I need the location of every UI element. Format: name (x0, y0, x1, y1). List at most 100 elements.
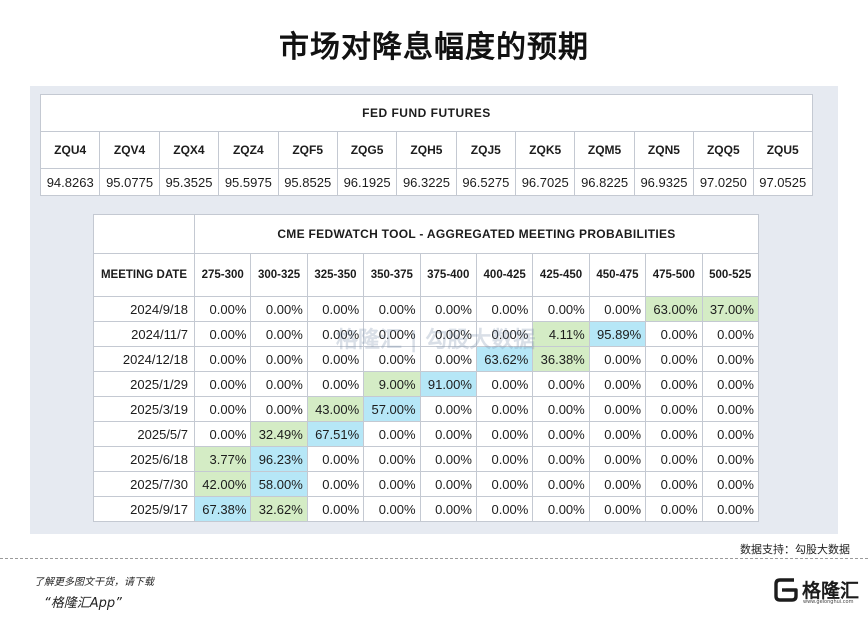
footer-download-text: 了解更多图文干货，请下载 (34, 577, 154, 588)
probability-cell: 37.00% (701, 296, 759, 322)
futures-contract-header: ZQU4 (39, 131, 101, 169)
meeting-date-cell: 2025/5/7 (93, 421, 195, 447)
probability-cell: 0.00% (306, 371, 365, 397)
probability-cell: 0.00% (588, 446, 647, 472)
probability-cell: 0.00% (306, 471, 365, 497)
futures-price-cell: 95.3525 (158, 168, 220, 196)
futures-price-cell: 96.7025 (514, 168, 576, 196)
futures-contract-header: ZQU5 (752, 131, 813, 169)
probability-cell: 0.00% (475, 396, 534, 422)
futures-contract-header: ZQG5 (336, 131, 398, 169)
futures-price-cell: 97.0250 (693, 168, 754, 196)
meeting-row: 2025/1/29 0.00% 0.00% 0.00% 9.00% 91.00% 0.00%… (93, 371, 759, 397)
meeting-date-cell: 2024/12/18 (93, 346, 195, 372)
futures-price-cell: 94.8263 (39, 168, 101, 196)
probability-cell: 0.00% (588, 346, 647, 372)
probability-cell: 0.00% (419, 296, 477, 322)
probability-cell: 0.00% (645, 496, 703, 522)
probability-cell: 0.00% (532, 496, 590, 522)
fedwatch-corner (93, 214, 195, 254)
futures-contract-header: ZQF5 (277, 131, 338, 169)
probability-cell: 4.11% (532, 321, 590, 347)
probability-cell: 0.00% (645, 321, 703, 347)
futures-contract-header: ZQJ5 (455, 131, 517, 169)
probability-cell: 0.00% (645, 371, 703, 397)
meeting-date-cell: 2025/3/19 (93, 396, 195, 422)
probability-cell: 0.00% (193, 421, 252, 447)
rate-range-header: 300-325 (250, 253, 308, 297)
probability-cell: 0.00% (363, 496, 421, 522)
futures-contract-header: ZQH5 (396, 131, 457, 169)
probability-cell: 0.00% (701, 321, 759, 347)
probability-cell: 0.00% (475, 371, 534, 397)
probability-cell: 0.00% (475, 446, 534, 472)
probability-cell: 0.00% (363, 446, 421, 472)
meeting-date-cell: 2025/6/18 (93, 446, 195, 472)
futures-contract-header: ZQQ5 (693, 131, 754, 169)
rate-range-header: 475-500 (645, 253, 703, 297)
gelonghui-logo[interactable]: 格隆汇 www.gelonghui.com (772, 574, 860, 608)
meeting-date-cell: 2024/11/7 (93, 321, 195, 347)
probability-cell: 32.49% (250, 421, 308, 447)
rate-range-header: 325-350 (306, 253, 365, 297)
probability-cell: 3.77% (193, 446, 252, 472)
probability-cell: 91.00% (419, 371, 477, 397)
futures-price-cell: 95.0775 (99, 168, 160, 196)
probability-cell: 0.00% (250, 396, 308, 422)
futures-price-row: 94.8263 95.0775 95.3525 95.5975 95.8525 96.19… (39, 168, 813, 196)
probability-cell: 0.00% (588, 421, 647, 447)
page-title: 市场对降息幅度的预期 (279, 30, 589, 65)
rate-range-header: 375-400 (419, 253, 477, 297)
futures-contract-header: ZQZ4 (218, 131, 279, 169)
probability-cell: 0.00% (532, 471, 590, 497)
fed-fund-futures-title: FED FUND FUTURES (40, 94, 813, 132)
rate-range-header: 500-525 (701, 253, 759, 297)
footer-app-name: “格隆汇App” (44, 596, 122, 611)
probability-cell: 67.51% (306, 421, 365, 447)
meeting-row: 2025/3/19 0.00% 0.00% 43.00% 57.00% 0.00% 0.00… (93, 396, 759, 422)
rate-range-header: 400-425 (475, 253, 534, 297)
probability-cell: 0.00% (645, 421, 703, 447)
probability-cell: 0.00% (250, 321, 308, 347)
probability-cell: 0.00% (419, 446, 477, 472)
probability-cell: 0.00% (419, 496, 477, 522)
meeting-row: 2024/9/18 0.00% 0.00% 0.00% 0.00% 0.00% 0.00% 0… (93, 296, 759, 322)
probability-cell: 0.00% (475, 296, 534, 322)
probability-cell: 0.00% (475, 421, 534, 447)
probability-cell: 57.00% (363, 396, 421, 422)
meeting-row: 2025/5/7 0.00% 32.49% 67.51% 0.00% 0.00% 0.00%… (93, 421, 759, 447)
probability-cell: 0.00% (645, 471, 703, 497)
meeting-date-cell: 2025/7/30 (93, 471, 195, 497)
logo-name: 格隆汇 (802, 580, 860, 602)
probability-cell: 0.00% (532, 396, 590, 422)
probability-cell: 0.00% (532, 296, 590, 322)
probability-cell: 32.62% (250, 496, 308, 522)
probability-cell: 0.00% (250, 346, 308, 372)
probability-cell: 0.00% (363, 346, 421, 372)
probability-cell: 0.00% (306, 446, 365, 472)
meeting-row: 2024/12/18 0.00% 0.00% 0.00% 0.00% 0.00% 63.62… (93, 346, 759, 372)
probability-cell: 0.00% (193, 371, 252, 397)
probability-cell: 58.00% (250, 471, 308, 497)
probability-cell: 0.00% (588, 496, 647, 522)
rate-range-header: 350-375 (363, 253, 421, 297)
meeting-date-cell: 2024/9/18 (93, 296, 195, 322)
probability-cell: 95.89% (588, 321, 647, 347)
probability-cell: 0.00% (419, 321, 477, 347)
futures-contract-header: ZQK5 (514, 131, 576, 169)
futures-price-cell: 96.1925 (336, 168, 398, 196)
futures-contract-header: ZQM5 (574, 131, 635, 169)
probability-cell: 0.00% (419, 421, 477, 447)
probability-cell: 0.00% (306, 346, 365, 372)
gelonghui-logo-icon (774, 578, 798, 602)
probability-cell: 0.00% (363, 471, 421, 497)
probability-cell: 0.00% (475, 496, 534, 522)
probability-cell: 0.00% (645, 446, 703, 472)
meeting-date-cell: 2025/1/29 (93, 371, 195, 397)
probability-cell: 0.00% (701, 496, 759, 522)
probability-cell: 0.00% (193, 396, 252, 422)
futures-price-cell: 95.5975 (218, 168, 279, 196)
probability-cell: 43.00% (306, 396, 365, 422)
probability-cell: 0.00% (475, 471, 534, 497)
